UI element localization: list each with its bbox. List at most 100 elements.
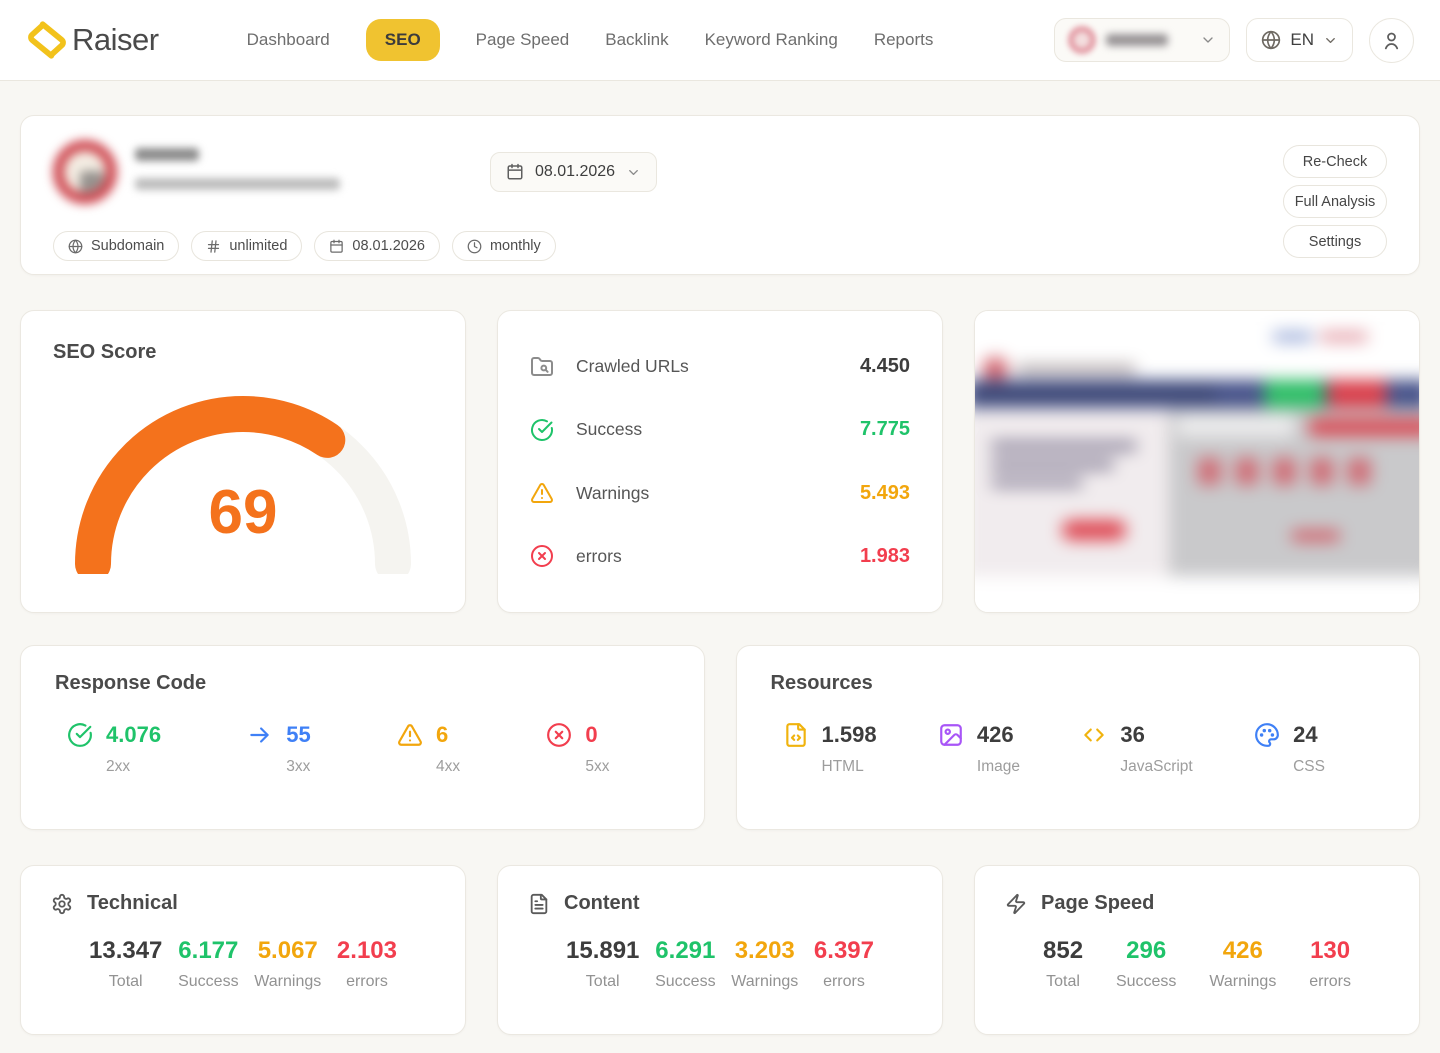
stat-value: 3.203 bbox=[734, 937, 795, 964]
badge-unlimited: unlimited bbox=[191, 231, 303, 261]
crawl-row-label: Crawled URLs bbox=[576, 356, 689, 377]
clock-icon bbox=[467, 239, 482, 254]
content-card: Content 15.891 Total 6.291 Success 3.203… bbox=[497, 865, 943, 1035]
raiser-logo-icon bbox=[26, 19, 68, 61]
palette-icon bbox=[1254, 722, 1280, 748]
seo-score-card: SEO Score 69 bbox=[20, 310, 466, 613]
language-selector[interactable]: EN bbox=[1246, 18, 1353, 62]
nav-item-keyword-ranking[interactable]: Keyword Ranking bbox=[704, 30, 838, 49]
stat-total: 15.891 Total bbox=[566, 937, 639, 991]
site-avatar-blurred bbox=[53, 140, 117, 204]
language-label: EN bbox=[1290, 30, 1314, 49]
stat-html: 1.598 HTML bbox=[783, 722, 877, 776]
badge-frequency: monthly bbox=[451, 231, 556, 261]
resources-title: Resources bbox=[770, 672, 873, 694]
stat-label: errors bbox=[346, 973, 388, 990]
stat-value: 6.291 bbox=[655, 937, 716, 964]
stat-value: 296 bbox=[1126, 937, 1167, 964]
date-selector[interactable]: 08.01.2026 bbox=[490, 152, 658, 192]
calendar-icon bbox=[506, 163, 524, 181]
stat-value: 36 bbox=[1120, 722, 1145, 747]
stat-value: 0 bbox=[585, 722, 598, 747]
nav-item-seo[interactable]: SEO bbox=[365, 19, 440, 61]
site-url-blurred bbox=[135, 178, 340, 190]
check-circle-icon bbox=[530, 418, 554, 442]
crawl-row-value: 5.493 bbox=[859, 481, 910, 504]
user-profile-button[interactable] bbox=[1369, 17, 1414, 63]
brand-logo[interactable]: Raiser bbox=[26, 19, 159, 61]
selected-date: 08.01.2026 bbox=[535, 163, 616, 180]
errors-row: errors 1.983 bbox=[530, 544, 910, 568]
chevron-down-icon bbox=[1323, 33, 1338, 48]
stat-value: 6 bbox=[436, 722, 449, 747]
technical-card: Technical 13.347 Total 6.177 Success 5.0… bbox=[20, 865, 466, 1035]
stat-value: 6.177 bbox=[178, 937, 239, 964]
crawl-summary-card: Crawled URLs 4.450 Success 7.775 Warning… bbox=[497, 310, 943, 613]
site-selector-dropdown[interactable] bbox=[1054, 18, 1231, 62]
resources-card: Resources 1.598 HTML bbox=[735, 645, 1420, 830]
document-icon bbox=[528, 893, 550, 915]
stat-label: errors bbox=[1309, 973, 1351, 990]
nav-item-backlink[interactable]: Backlink bbox=[605, 30, 669, 49]
calendar-icon bbox=[329, 239, 344, 254]
stat-value: 15.891 bbox=[566, 937, 640, 964]
seo-score-gauge: 69 bbox=[67, 374, 419, 574]
badge-date: 08.01.2026 bbox=[314, 231, 440, 261]
stat-label: 5xx bbox=[585, 758, 610, 775]
stat-image: 426 Image bbox=[938, 722, 1020, 776]
stat-value: 6.397 bbox=[813, 937, 874, 964]
stat-3xx: 55 3xx bbox=[247, 722, 311, 776]
stat-label: Warnings bbox=[254, 973, 322, 990]
full-analysis-button[interactable]: Full Analysis bbox=[1283, 185, 1387, 218]
stat-label: Total bbox=[1046, 973, 1080, 990]
stat-label: JavaScript bbox=[1120, 758, 1193, 775]
stat-label: HTML bbox=[821, 758, 864, 775]
settings-button[interactable]: Settings bbox=[1283, 225, 1387, 258]
nav-item-dashboard[interactable]: Dashboard bbox=[246, 30, 330, 49]
stat-warnings: 426 Warnings bbox=[1209, 937, 1276, 991]
badge-label: unlimited bbox=[229, 238, 288, 254]
stat-success: 296 Success bbox=[1116, 937, 1176, 991]
nav-item-page-speed[interactable]: Page Speed bbox=[475, 30, 570, 49]
seo-gauge-progress bbox=[75, 396, 411, 574]
image-icon bbox=[938, 722, 964, 748]
stat-errors: 6.397 errors bbox=[814, 937, 874, 991]
crawl-row-label: errors bbox=[576, 545, 622, 566]
stat-warnings: 5.067 Warnings bbox=[254, 937, 321, 991]
folder-search-icon bbox=[530, 355, 554, 379]
site-name-blurred bbox=[135, 148, 199, 161]
stat-value: 426 bbox=[976, 722, 1014, 747]
globe-icon bbox=[68, 239, 83, 254]
stat-value: 4.076 bbox=[106, 722, 162, 747]
stat-javascript: 36 JavaScript bbox=[1081, 722, 1193, 776]
seo-score-value: 69 bbox=[208, 478, 278, 547]
stat-value: 24 bbox=[1293, 722, 1318, 747]
stat-value: 55 bbox=[286, 722, 311, 747]
website-screenshot-preview bbox=[974, 310, 1420, 613]
stat-total: 13.347 Total bbox=[89, 937, 162, 991]
crawl-row-label: Warnings bbox=[576, 482, 650, 503]
recheck-button[interactable]: Re-Check bbox=[1283, 145, 1387, 178]
stat-errors: 130 errors bbox=[1309, 937, 1351, 991]
badge-label: monthly bbox=[489, 238, 541, 254]
content-title: Content bbox=[564, 892, 640, 914]
main-nav: Dashboard SEO Page Speed Backlink Keywor… bbox=[246, 19, 934, 61]
site-name-blurred bbox=[1106, 34, 1169, 46]
gear-icon bbox=[51, 893, 73, 915]
stat-label: Warnings bbox=[1209, 973, 1277, 990]
lightning-icon bbox=[1005, 893, 1027, 915]
nav-item-reports[interactable]: Reports bbox=[873, 30, 934, 49]
stat-label: Total bbox=[585, 973, 620, 990]
technical-title: Technical bbox=[87, 892, 178, 914]
stat-total: 852 Total bbox=[1043, 937, 1083, 991]
stat-css: 24 CSS bbox=[1254, 722, 1325, 776]
badge-label: 08.01.2026 bbox=[352, 238, 425, 254]
x-circle-icon bbox=[530, 544, 554, 568]
stat-value: 2.103 bbox=[336, 937, 397, 964]
stat-errors: 2.103 errors bbox=[337, 937, 397, 991]
stat-label: Success bbox=[655, 973, 716, 990]
stat-label: Image bbox=[976, 758, 1021, 775]
user-icon bbox=[1381, 30, 1402, 51]
globe-icon bbox=[1261, 30, 1281, 50]
warnings-row: Warnings 5.493 bbox=[530, 481, 910, 505]
